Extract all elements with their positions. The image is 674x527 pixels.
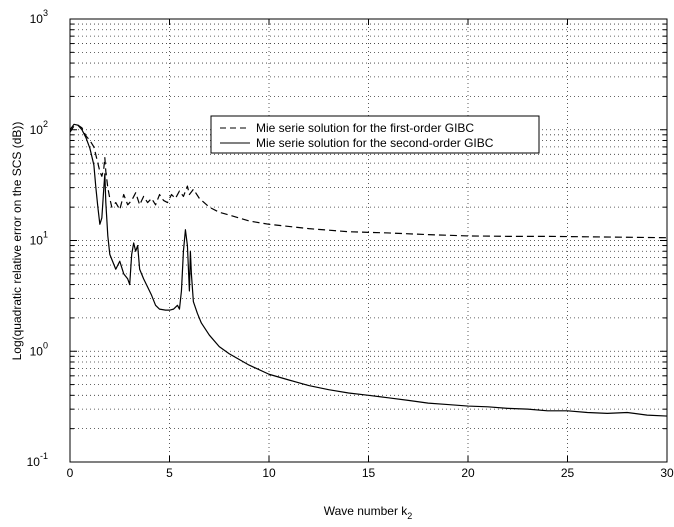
y-tick-label: 100: [30, 340, 48, 358]
series-layer: [69, 123, 668, 417]
x-axis-label-main: Wave number k: [324, 504, 409, 518]
x-tick-labels: 0 5 10 15 20 25 30: [67, 466, 674, 480]
x-tick-label: 20: [461, 466, 475, 480]
x-tick-label: 5: [166, 466, 173, 480]
x-axis-label-subscript: 2: [407, 511, 412, 521]
x-axis-label: Wave number k2: [324, 504, 413, 521]
x-tick-label: 0: [67, 466, 74, 480]
y-tick-label: 103: [30, 8, 48, 26]
y-tick-label: 101: [30, 230, 48, 248]
tick-marks: [69, 18, 668, 463]
series-line-second-order: [69, 123, 668, 417]
series-line-first-order: [69, 124, 668, 239]
legend-label-second-order: Mie serie solution for the second-order …: [256, 136, 494, 150]
legend-box: [210, 115, 540, 154]
y-tick-label: 10-1: [27, 451, 48, 469]
x-tick-label: 15: [362, 466, 376, 480]
legend-label-first-order: Mie serie solution for the first-order G…: [256, 121, 474, 135]
x-tick-label: 10: [262, 466, 276, 480]
legend: Mie serie solution for the first-order G…: [210, 115, 540, 154]
x-tick-label: 30: [660, 466, 674, 480]
y-axis-label: Log(quadratic relative error on the SCS …: [10, 122, 24, 361]
y-tick-label: 102: [30, 119, 48, 137]
x-tick-label: 25: [561, 466, 575, 480]
y-tick-labels: 10-1 100 101 102 103: [27, 8, 48, 469]
